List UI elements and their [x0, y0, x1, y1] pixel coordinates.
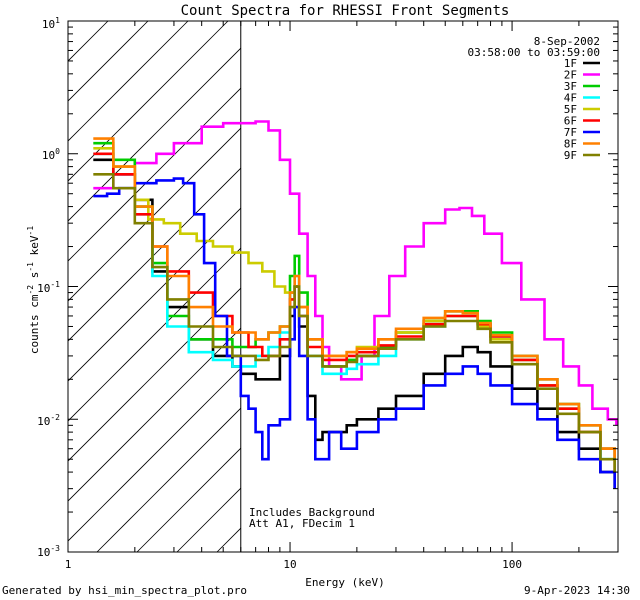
- legend-label-5f: 5F: [564, 103, 577, 116]
- hatch-line: [68, 207, 241, 382]
- legend-label-9f: 9F: [564, 149, 577, 162]
- series-line-2f: [93, 120, 618, 426]
- hatch-line: [68, 367, 241, 542]
- series-line-8f: [93, 137, 616, 473]
- hatch-line: [68, 87, 241, 262]
- legend-label-8f: 8F: [564, 138, 577, 151]
- annotation-attenuator: Att A1, FDecim 1: [249, 517, 355, 530]
- x-tick-label-10: 10: [283, 558, 296, 571]
- hatch-line: [68, 247, 241, 422]
- plot-frame: [67, 20, 619, 553]
- legend-label-4f: 4F: [564, 92, 577, 105]
- hatched-energy-region: [68, 21, 241, 552]
- series-line-7f: [93, 177, 616, 489]
- time-range-label: 03:58:00 to 03:59:00: [468, 46, 600, 59]
- legend-label-7f: 7F: [564, 126, 577, 139]
- x-axis-label: Energy (keV): [305, 576, 384, 589]
- chart-title: Count Spectra for RHESSI Front Segments: [181, 3, 510, 19]
- footer-generated-by: Generated by hsi_min_spectra_plot.pro: [2, 584, 248, 597]
- annotation-background: Includes Background: [249, 506, 375, 519]
- legend-label-3f: 3F: [564, 80, 577, 93]
- x-tick-label-100: 100: [502, 558, 522, 571]
- hatch-line: [68, 21, 229, 182]
- legend-label-6f: 6F: [564, 115, 577, 128]
- footer-timestamp: 9-Apr-2023 14:30: [524, 584, 630, 597]
- legend-label-1f: 1F: [564, 57, 577, 70]
- series-layer: [93, 120, 618, 489]
- y-tick-label-1e0: 100: [42, 147, 60, 162]
- y-axis-label: counts cm-2 s-1 keV-1: [26, 226, 41, 354]
- legend-label-2f: 2F: [564, 69, 577, 82]
- date-label: 8-Sep-2002: [534, 35, 600, 48]
- y-tick-label-1e-3: 10-3: [37, 544, 60, 559]
- y-tick-label-1e1: 101: [42, 16, 60, 31]
- hatch-line: [96, 407, 241, 552]
- hatch-line: [68, 21, 189, 142]
- axis-ticks: [67, 20, 619, 553]
- series-line-1f: [93, 158, 616, 489]
- hatch-line: [136, 447, 241, 552]
- y-tick-label-1e-1: 10-1: [37, 280, 60, 295]
- hatch-line: [68, 327, 241, 502]
- hatch-line: [68, 127, 241, 302]
- x-tick-label-1: 1: [65, 558, 72, 571]
- y-tick-labels: 10-3 10-2 10-1 100 101: [37, 16, 60, 559]
- hatch-line: [68, 167, 241, 342]
- x-tick-labels: 1 10 100: [65, 558, 522, 571]
- series-line-9f: [93, 173, 616, 473]
- hatch-line: [68, 47, 241, 222]
- y-tick-label-1e-2: 10-2: [37, 413, 60, 428]
